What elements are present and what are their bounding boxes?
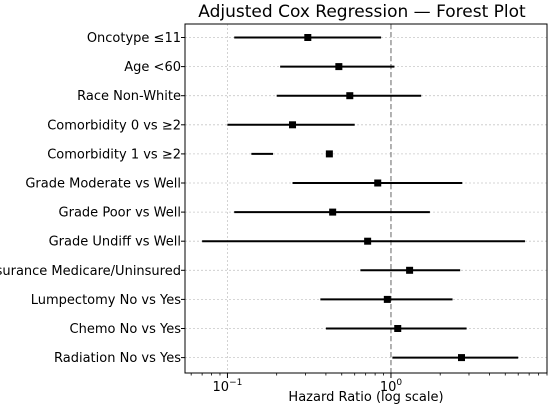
x-tick-layer: 10−1 100: [190, 373, 548, 395]
x-tick-label-0: 10−1: [213, 378, 243, 395]
hr-point-3: [289, 121, 297, 129]
row-label-0: Oncotype ≤11: [87, 31, 181, 46]
row-label-5: Grade Moderate vs Well: [25, 177, 181, 192]
hr-point-2: [346, 92, 354, 100]
plot-frame: [184, 23, 548, 374]
hr-point-6: [329, 208, 337, 216]
rows-layer: Oncotype ≤11 Age <60 Race Non-White Comorbi…: [0, 31, 525, 366]
hr-point-10: [394, 325, 402, 332]
hr-point-1: [335, 63, 343, 71]
x-tick-label-1: 100: [380, 378, 403, 395]
row-label-7: Grade Undiff vs Well: [49, 235, 181, 250]
hr-point-8: [406, 266, 414, 274]
hr-point-7: [364, 237, 372, 245]
hr-point-11: [458, 354, 466, 362]
hr-point-0: [304, 34, 312, 41]
hr-point-5: [374, 179, 382, 187]
hr-point-4: [325, 150, 333, 158]
row-label-1: Age <60: [124, 60, 181, 75]
row-label-2: Race Non-White: [77, 89, 181, 104]
grid-layer: [185, 24, 547, 373]
row-label-9: Lumpectomy No vs Yes: [31, 293, 181, 308]
hr-point-9: [383, 295, 391, 303]
row-label-10: Chemo No vs Yes: [70, 322, 182, 337]
row-label-11: Radiation No vs Yes: [54, 351, 181, 366]
row-label-4: Comorbidity 1 vs ≥2: [47, 147, 181, 162]
row-label-8: Insurance Medicare/Uninsured: [0, 264, 181, 279]
x-axis-label: Hazard Ratio (log scale): [288, 390, 443, 405]
row-label-6: Grade Poor vs Well: [59, 206, 181, 221]
chart-title: Adjusted Cox Regression — Forest Plot: [198, 2, 526, 22]
row-label-3: Comorbidity 0 vs ≥2: [47, 118, 181, 133]
